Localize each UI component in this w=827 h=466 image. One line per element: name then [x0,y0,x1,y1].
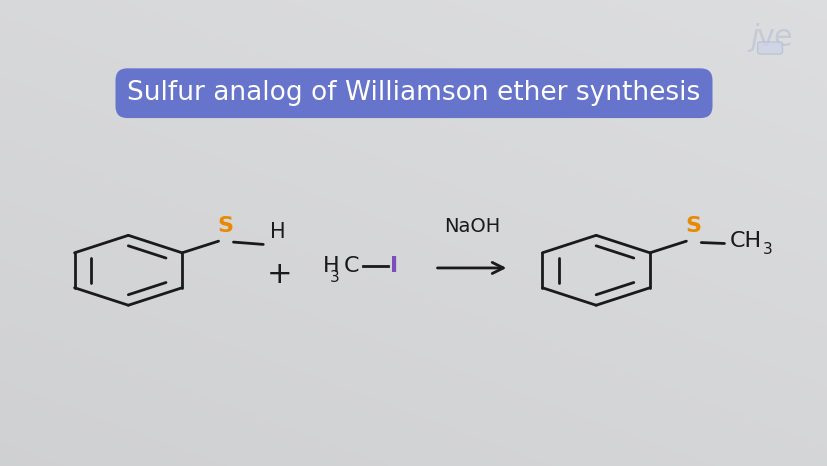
Text: CH: CH [729,231,761,251]
Text: 3: 3 [329,270,339,285]
Text: NaOH: NaOH [443,217,500,235]
Text: Sulfur analog of Williamson ether synthesis: Sulfur analog of Williamson ether synthe… [127,80,700,106]
FancyBboxPatch shape [757,42,782,54]
Text: H: H [323,256,339,275]
Text: j: j [749,23,758,52]
Text: ve: ve [756,23,792,52]
Text: H: H [270,222,285,242]
Text: C: C [343,256,359,275]
Text: 3: 3 [762,242,772,257]
Text: S: S [684,217,700,237]
Text: +: + [267,260,292,289]
Text: I: I [390,256,398,275]
Text: S: S [217,217,233,237]
